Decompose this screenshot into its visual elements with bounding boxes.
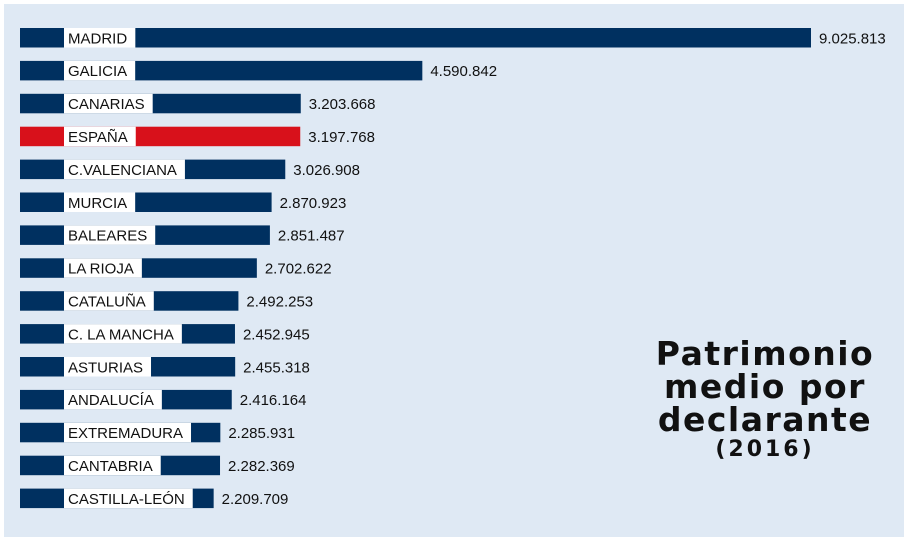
bar-row-murcia: MURCIA 2.870.923 bbox=[20, 192, 347, 212]
value-label-galicia: 4.590.842 bbox=[430, 63, 497, 80]
category-label-box-la-rioja bbox=[64, 258, 142, 278]
chart-title-line-1: Patrimonio bbox=[655, 334, 875, 373]
category-label-extremadura: EXTREMADURA bbox=[68, 425, 183, 442]
bar-row-galicia: GALICIA 4.590.842 bbox=[20, 60, 497, 81]
category-label-box-cantabria bbox=[64, 455, 161, 476]
bar-row-baleares: BALEARES 2.851.487 bbox=[20, 225, 345, 245]
category-label-box-baleares bbox=[64, 225, 156, 245]
category-label-box-galicia bbox=[64, 60, 136, 81]
category-label-cantabria: CANTABRIA bbox=[68, 458, 153, 475]
value-label-cantabria: 2.282.369 bbox=[228, 458, 295, 475]
bar-row-cataluna: CATALUÑA 2.492.253 bbox=[20, 291, 313, 311]
category-label-box-andalucia bbox=[64, 389, 162, 410]
bar-row-castilla-leon: CASTILLA-LEÓN 2.209.709 bbox=[20, 488, 289, 509]
category-label-box-c-la-mancha bbox=[64, 324, 182, 344]
category-label-box-canarias bbox=[64, 93, 153, 114]
category-label-la-rioja: LA RIOJA bbox=[68, 261, 134, 278]
value-label-baleares: 2.851.487 bbox=[278, 228, 345, 245]
value-label-cataluna: 2.492.253 bbox=[246, 293, 313, 310]
value-label-madrid: 9.025.813 bbox=[819, 30, 886, 47]
category-label-espana: ESPAÑA bbox=[68, 129, 128, 146]
value-label-c-valenciana: 3.026.908 bbox=[293, 162, 360, 179]
bar-row-espana: ESPAÑA 3.197.768 bbox=[20, 126, 375, 147]
value-label-castilla-leon: 2.209.709 bbox=[222, 491, 289, 508]
value-label-asturias: 2.455.318 bbox=[243, 359, 310, 376]
category-label-c-valenciana: C.VALENCIANA bbox=[68, 162, 177, 179]
value-label-la-rioja: 2.702.622 bbox=[265, 261, 332, 278]
category-label-box-c-valenciana bbox=[64, 159, 185, 180]
bar-chart: MADRID 9.025.813 GALICIA 4.590.842 CANARIAS 3… bbox=[20, 28, 886, 509]
bar-row-canarias: CANARIAS 3.203.668 bbox=[20, 93, 376, 114]
bar-canarias bbox=[20, 93, 301, 114]
category-label-box-murcia bbox=[64, 192, 136, 212]
category-label-galicia: GALICIA bbox=[68, 63, 127, 80]
category-label-andalucia: ANDALUCÍA bbox=[68, 392, 154, 409]
bar-madrid bbox=[20, 28, 811, 48]
value-label-espana: 3.197.768 bbox=[308, 129, 375, 146]
category-label-box-asturias bbox=[64, 357, 152, 377]
category-label-baleares: BALEARES bbox=[68, 228, 147, 245]
bar-row-asturias: ASTURIAS 2.455.318 bbox=[20, 357, 310, 377]
category-label-box-espana bbox=[64, 126, 136, 147]
chart-subtitle: (2016) bbox=[715, 437, 815, 462]
category-label-c-la-mancha: C. LA MANCHA bbox=[68, 326, 174, 343]
category-label-cataluna: CATALUÑA bbox=[68, 293, 146, 310]
category-label-box-extremadura bbox=[64, 422, 192, 443]
category-label-box-madrid bbox=[64, 28, 136, 48]
category-label-asturias: ASTURIAS bbox=[68, 359, 143, 376]
category-label-madrid: MADRID bbox=[68, 30, 127, 47]
value-label-andalucia: 2.416.164 bbox=[240, 392, 307, 409]
chart-panel: MADRID 9.025.813 GALICIA 4.590.842 CANARIAS 3… bbox=[4, 4, 904, 537]
category-label-murcia: MURCIA bbox=[68, 195, 127, 212]
bar-row-andalucia: ANDALUCÍA 2.416.164 bbox=[20, 389, 307, 410]
value-label-canarias: 3.203.668 bbox=[309, 96, 376, 113]
bar-murcia bbox=[20, 192, 272, 212]
bar-row-la-rioja: LA RIOJA 2.702.622 bbox=[20, 258, 332, 278]
bar-row-c-valenciana: C.VALENCIANA 3.026.908 bbox=[20, 159, 360, 180]
bar-row-madrid: MADRID 9.025.813 bbox=[20, 28, 886, 48]
category-label-box-cataluna bbox=[64, 291, 154, 311]
bar-espana bbox=[20, 126, 301, 147]
category-label-box-castilla-leon bbox=[64, 488, 193, 509]
bar-row-extremadura: EXTREMADURA 2.285.931 bbox=[20, 422, 295, 443]
bar-row-cantabria: CANTABRIA 2.282.369 bbox=[20, 455, 295, 476]
value-label-murcia: 2.870.923 bbox=[280, 195, 347, 212]
bar-row-c-la-mancha: C. LA MANCHA 2.452.945 bbox=[20, 324, 310, 344]
chart-title-line-3: declarante bbox=[657, 400, 873, 439]
value-label-c-la-mancha: 2.452.945 bbox=[243, 326, 310, 343]
category-label-castilla-leon: CASTILLA-LEÓN bbox=[68, 491, 185, 508]
chart-title-line-2: medio por bbox=[664, 367, 866, 406]
value-label-extremadura: 2.285.931 bbox=[228, 425, 295, 442]
chart-title: Patrimonio medio por declarante (2016) bbox=[634, 337, 896, 464]
category-label-canarias: CANARIAS bbox=[68, 96, 145, 113]
